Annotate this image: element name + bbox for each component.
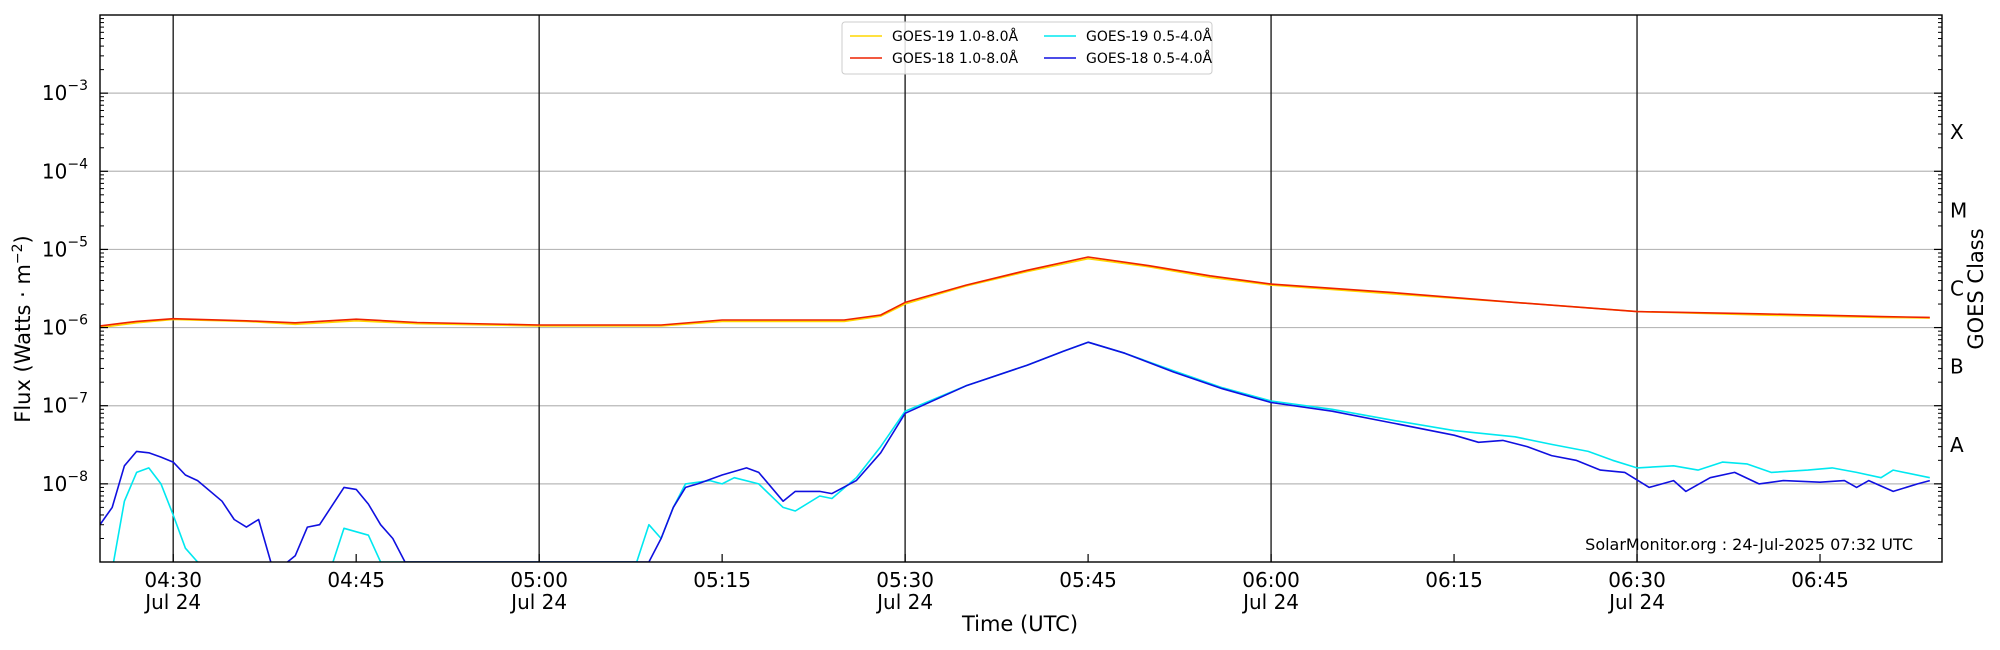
goes-class-axis-label: GOES Class [1964,228,1988,349]
x-tick-date-label: Jul 24 [509,590,567,614]
legend-label: GOES-18 1.0-8.0Å [892,50,1018,67]
goes-class-label: B [1950,355,1964,379]
vertical-time-lines [172,15,1638,562]
plot-frame [99,14,1943,563]
y-axis-label-main: Flux (Watts · m [11,264,35,423]
goes-class-label: M [1950,198,1967,222]
y-tick-label: 10−3 [42,78,88,105]
legend: GOES-19 1.0-8.0Å GOES-18 1.0-8.0Å GOES-19 … [841,21,1213,75]
x-tick-label: 05:45 [1059,568,1117,592]
x-tick-label: 04:45 [327,568,385,592]
series-layer [100,256,1931,562]
legend-box [841,21,1213,75]
x-tick-date-label: Jul 24 [1607,590,1665,614]
x-tick-label: 05:00 [510,568,568,592]
goes-class-label: C [1950,277,1964,301]
y-tick-label: 10−5 [42,234,88,261]
series-line [100,256,1930,327]
goes-class-label: A [1950,433,1964,457]
y-axis-label-exponent: −2 [10,243,26,264]
x-tick-label: 04:30 [144,568,202,592]
x-tick-label: 06:45 [1791,568,1849,592]
x-axis-label: Time (UTC) [961,612,1078,636]
x-tick-label: 06:30 [1608,568,1666,592]
y-tick-label: 10−7 [42,391,88,418]
y-tick-label: 10−6 [42,313,88,340]
goes-class-label: X [1950,120,1964,144]
y-axis-label-close: ) [11,235,35,243]
y-tick-label: 10−8 [42,469,88,496]
series-line [112,341,1930,562]
y-tick-label: 10−4 [42,156,88,183]
y-axis-label: Flux (Watts · m−2) [10,235,35,423]
legend-label: GOES-19 1.0-8.0Å [892,28,1018,45]
grid-layer [100,92,1942,485]
credit-text: SolarMonitor.org : 24-Jul-2025 07:32 UTC [1585,535,1913,554]
x-tick-label: 05:15 [693,568,751,592]
legend-label: GOES-18 0.5-4.0Å [1086,50,1212,67]
x-tick-date-label: Jul 24 [143,590,201,614]
x-tick-label: 05:30 [876,568,934,592]
x-tick-date-label: Jul 24 [1241,590,1299,614]
x-tick-label: 06:00 [1242,568,1300,592]
x-tick-label: 06:15 [1425,568,1483,592]
series-line [100,341,1931,562]
legend-label: GOES-19 0.5-4.0Å [1086,28,1212,45]
x-tick-date-label: Jul 24 [875,590,933,614]
